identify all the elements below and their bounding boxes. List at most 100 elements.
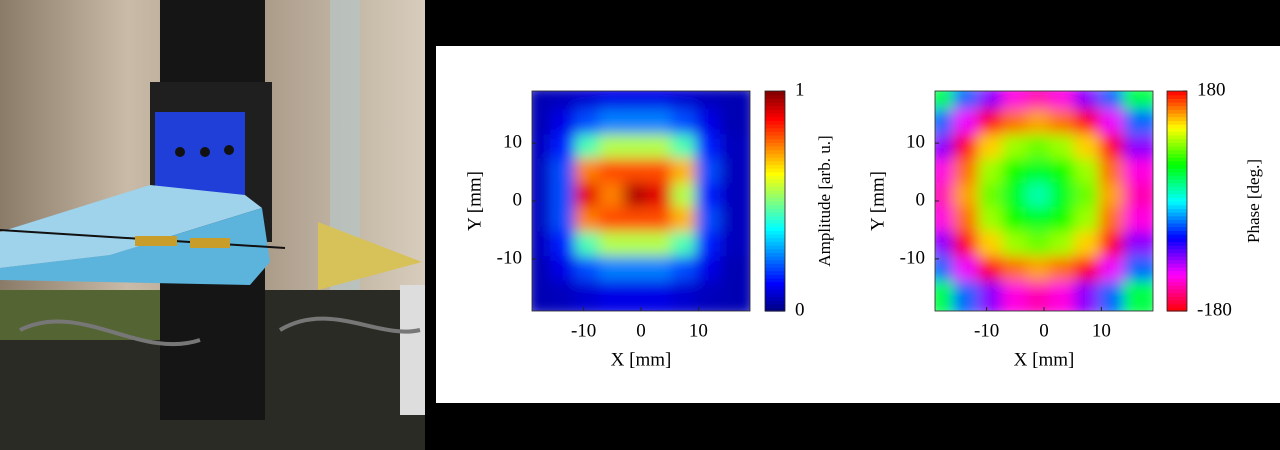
- colorbar-strip: [765, 270, 785, 275]
- colorbar-label: Phase [deg.]: [1244, 159, 1263, 243]
- colorbar-strip: [765, 168, 785, 173]
- x-axis-label: X [mm]: [611, 349, 672, 370]
- colorbar-strip: [765, 303, 785, 308]
- colorbar-strip: [1167, 248, 1187, 253]
- colorbar-strip: [1167, 153, 1187, 158]
- colorbar-strip: [765, 267, 785, 272]
- colorbar-strip: [765, 219, 785, 224]
- colorbar-strip: [765, 281, 785, 286]
- colorbar-strip: [765, 186, 785, 191]
- heatmap-cell: [1122, 280, 1153, 311]
- colorbar-strip: [1167, 204, 1187, 209]
- colorbar-strip: [765, 171, 785, 176]
- colorbar-strip: [1167, 157, 1187, 162]
- colorbar-strip: [1167, 109, 1187, 114]
- heatmap-cells: [935, 91, 1153, 311]
- x-tick-label: 10: [1092, 320, 1111, 341]
- colorbar-strip: [765, 215, 785, 220]
- colorbar-strip: [1167, 124, 1187, 129]
- colorbar-strip: [1167, 234, 1187, 239]
- colorbar-strip: [765, 190, 785, 195]
- colorbar-strip: [765, 259, 785, 264]
- colorbar-strip: [1167, 113, 1187, 118]
- colorbar-strip: [765, 149, 785, 154]
- colorbar-strip: [765, 94, 785, 99]
- colorbar-strip: [1167, 223, 1187, 228]
- plots: -10 0 10 -10 0 10 X [mm] Y [mm] 0 1 Amplitude [arb…: [464, 79, 1263, 370]
- colorbar-strip: [765, 105, 785, 110]
- colorbar-strip: [1167, 149, 1187, 154]
- colorbar-strip: [765, 197, 785, 202]
- colorbar-strip: [765, 234, 785, 239]
- colorbar-frame: [764, 90, 786, 312]
- colorbar-strip: [765, 263, 785, 268]
- colorbar-strip: [1167, 281, 1187, 286]
- colorbar-strip: [1167, 120, 1187, 125]
- heatmap-cells: [532, 91, 750, 311]
- colorbar-strip: [1167, 259, 1187, 264]
- colorbar-strip: [1167, 292, 1187, 297]
- colorbar-strip: [765, 193, 785, 198]
- colorbar-strip: [765, 138, 785, 143]
- colorbar-strip: [1167, 171, 1187, 176]
- colorbar-strip: [765, 164, 785, 169]
- colorbar-strip: [765, 127, 785, 132]
- colorbar-strip: [765, 120, 785, 125]
- colorbar-strip: [765, 131, 785, 136]
- colorbar-strip: [1167, 105, 1187, 110]
- colorbar-tick-label: 0: [795, 299, 805, 320]
- y-tick-label: 0: [513, 189, 523, 210]
- colorbar-strip: [765, 116, 785, 121]
- colorbar-strip: [765, 157, 785, 162]
- colorbar-strip: [765, 223, 785, 228]
- colorbar-strip: [1167, 164, 1187, 169]
- colorbar-strip: [1167, 186, 1187, 191]
- colorbar-strip: [765, 296, 785, 301]
- heatmap-cell: [719, 280, 750, 311]
- colorbar-strip: [1167, 127, 1187, 132]
- colorbar-strip: [765, 201, 785, 206]
- colorbar-frame: [1166, 90, 1188, 312]
- colorbar-label: Amplitude [arb. u.]: [815, 135, 834, 266]
- y-tick-label: 10: [503, 131, 522, 152]
- colorbar-strip: [1167, 146, 1187, 151]
- colorbar-strip: [1167, 160, 1187, 165]
- heatmap: [935, 91, 1153, 311]
- colorbar-strip: [765, 256, 785, 261]
- colorbar: [1167, 91, 1187, 312]
- colorbar-strip: [765, 248, 785, 253]
- y-tick-label: -10: [900, 247, 925, 268]
- colorbar-strip: [765, 182, 785, 187]
- colorbar-strip: [765, 300, 785, 305]
- colorbar-strip: [1167, 142, 1187, 147]
- colorbar-strip: [1167, 131, 1187, 136]
- colorbar-strip: [765, 102, 785, 107]
- colorbar-strip: [1167, 215, 1187, 220]
- colorbar-strip: [1167, 138, 1187, 143]
- colorbar-strip: [765, 241, 785, 246]
- colorbar-strip: [1167, 102, 1187, 107]
- colorbar-strip: [1167, 303, 1187, 308]
- heatmap: [532, 91, 750, 311]
- x-tick-label: 0: [1039, 320, 1049, 341]
- colorbar-strip: [765, 307, 785, 312]
- colorbar-strip: [1167, 263, 1187, 268]
- colorbar-strip: [1167, 219, 1187, 224]
- colorbar-strip: [765, 289, 785, 294]
- colorbar-strip: [1167, 197, 1187, 202]
- colorbar-strip: [765, 278, 785, 283]
- colorbar-strip: [765, 153, 785, 158]
- x-tick-label: 10: [689, 320, 708, 341]
- colorbar-strip: [1167, 168, 1187, 173]
- colorbar-strip: [765, 208, 785, 213]
- colorbar-strip: [1167, 237, 1187, 242]
- colorbar-strip: [765, 226, 785, 231]
- colorbar-strip: [765, 124, 785, 129]
- colorbar-strip: [765, 237, 785, 242]
- photo: [0, 0, 425, 450]
- colorbar-strip: [765, 142, 785, 147]
- colorbar-strip: [1167, 256, 1187, 261]
- colorbar-strip: [1167, 307, 1187, 312]
- colorbar-strip: [765, 146, 785, 151]
